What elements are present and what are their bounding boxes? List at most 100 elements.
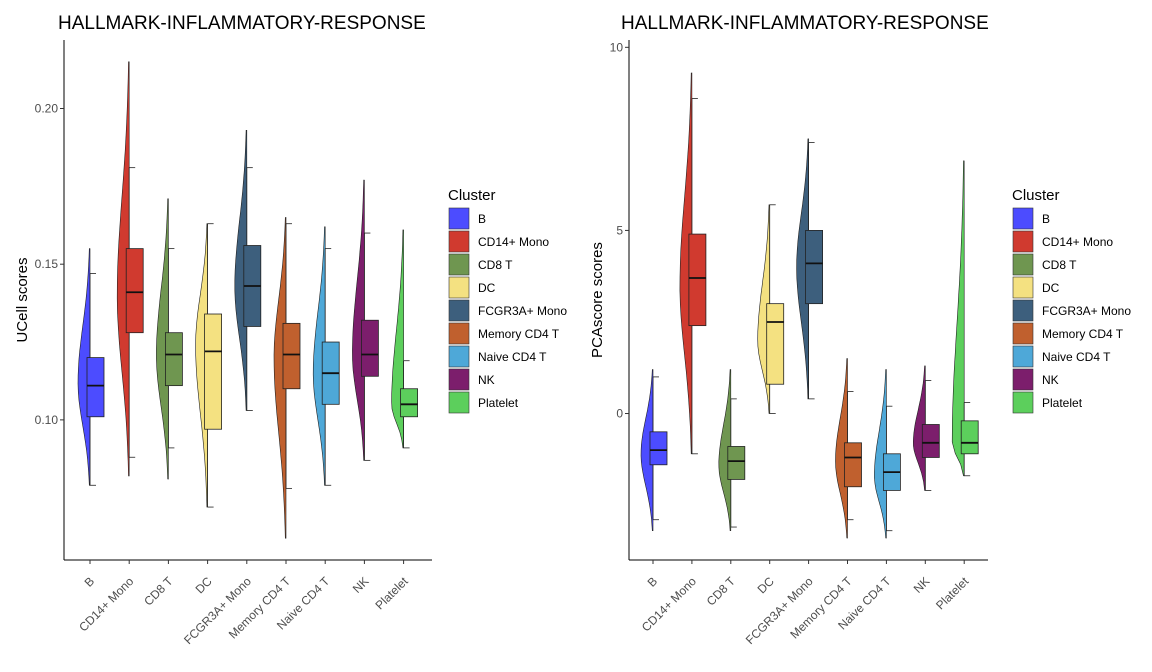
legend-label-dc: DC xyxy=(1042,281,1060,295)
box xyxy=(649,431,668,466)
legend-swatch-nk xyxy=(448,368,470,391)
x-tick-label: B xyxy=(82,574,98,590)
y-tick-label: 0.15 xyxy=(35,257,59,271)
legend-swatch-naive-cd4-t xyxy=(448,345,470,368)
group-fcgr3a-mono xyxy=(796,138,823,400)
group-cd14-mono xyxy=(679,72,707,455)
box xyxy=(727,446,746,480)
box xyxy=(400,388,419,418)
legend-swatch-dc xyxy=(448,276,470,299)
violin xyxy=(640,369,654,532)
legend-swatch-platelet xyxy=(448,391,470,414)
legend-swatch-naive-cd4-t xyxy=(1012,345,1034,368)
x-tick-label: Platelet xyxy=(933,574,972,613)
legend-label-cd14-mono: CD14+ Mono xyxy=(478,235,549,249)
violin xyxy=(796,138,809,400)
legend-label-b: B xyxy=(1042,212,1050,226)
box xyxy=(125,248,144,334)
legend-label-memory-cd4-t: Memory CD4 T xyxy=(1042,327,1124,341)
y-axis-label: PCAscore scores xyxy=(589,242,606,358)
x-tick-label: DC xyxy=(193,574,215,596)
x-tick-label: NK xyxy=(911,574,933,596)
legend-label-platelet: Platelet xyxy=(1042,396,1083,410)
box xyxy=(766,303,785,385)
legend-label-platelet: Platelet xyxy=(478,396,519,410)
x-tick-label: FCGR3A+ Mono xyxy=(181,574,254,647)
violin xyxy=(273,217,287,539)
legend-label-nk: NK xyxy=(478,373,495,387)
legend-label-cd8-t: CD8 T xyxy=(478,258,513,272)
x-tick-label: CD8 T xyxy=(141,574,176,609)
y-axis-label: UCell scores xyxy=(14,257,31,342)
legend-swatch-memory-cd4-t xyxy=(448,322,470,345)
legend-label-b: B xyxy=(478,212,486,226)
pcascore-panel: HALLMARK-INFLAMMATORY-RESPONSE PCAscore … xyxy=(589,13,1131,647)
x-tick-label: NK xyxy=(350,574,372,596)
box xyxy=(360,319,379,377)
legend-label-dc: DC xyxy=(478,281,496,295)
legend-swatch-memory-cd4-t xyxy=(1012,322,1034,345)
box xyxy=(921,424,940,458)
chart-title: HALLMARK-INFLAMMATORY-RESPONSE xyxy=(58,13,426,34)
legend: Cluster B CD14+ Mono CD8 T DC FCGR3A+ Mono Mem… xyxy=(448,187,567,414)
group-cd8-t xyxy=(718,369,746,532)
y-tick-label: 0.10 xyxy=(35,413,59,427)
box xyxy=(164,332,183,387)
violin xyxy=(312,226,326,486)
group-dc xyxy=(195,223,223,508)
legend-label-cd8-t: CD8 T xyxy=(1042,258,1077,272)
group-dc xyxy=(757,204,785,414)
legend-label-nk: NK xyxy=(1042,373,1059,387)
group-cd14-mono xyxy=(116,61,144,477)
box xyxy=(960,420,979,455)
violin xyxy=(679,72,693,455)
box xyxy=(204,313,223,430)
legend-swatch-nk xyxy=(1012,368,1034,391)
group-b xyxy=(640,369,668,532)
x-tick-label: CD8 T xyxy=(704,574,739,609)
group-cd8-t xyxy=(156,198,183,480)
legend-swatch-dc xyxy=(1012,276,1034,299)
legend-title: Cluster xyxy=(448,187,496,204)
violin xyxy=(718,369,732,532)
group-memory-cd4-t xyxy=(273,217,301,539)
y-tick-label: 0.20 xyxy=(35,102,59,116)
violin xyxy=(234,129,248,411)
legend-label-naive-cd4-t: Naive CD4 T xyxy=(1042,350,1111,364)
group-naive-cd4-t xyxy=(312,226,340,486)
legend-swatch-cd14-mono xyxy=(448,230,470,253)
legend-swatch-cd14-mono xyxy=(1012,230,1034,253)
y-tick-label: 10 xyxy=(610,40,624,54)
group-platelet xyxy=(391,229,419,449)
chart-title: HALLMARK-INFLAMMATORY-RESPONSE xyxy=(621,13,989,34)
legend-label-naive-cd4-t: Naive CD4 T xyxy=(478,350,547,364)
legend-swatch-platelet xyxy=(1012,391,1034,414)
violin xyxy=(912,365,926,491)
box xyxy=(805,230,823,305)
x-tick-label: B xyxy=(645,574,661,590)
legend-swatch-b xyxy=(448,207,470,230)
legend-label-memory-cd4-t: Memory CD4 T xyxy=(478,327,560,341)
legend-title: Cluster xyxy=(1012,187,1060,204)
group-platelet xyxy=(951,160,979,477)
box xyxy=(688,233,707,327)
violin xyxy=(835,358,848,539)
group-fcgr3a-mono xyxy=(234,129,262,411)
x-tick-label: Platelet xyxy=(373,574,412,613)
legend-swatch-fcgr3a-mono xyxy=(1012,299,1034,322)
y-tick-label: 0 xyxy=(616,407,623,421)
ucell-panel: HALLMARK-INFLAMMATORY-RESPONSE UCell sco… xyxy=(14,13,567,647)
group-nk xyxy=(912,365,940,491)
box xyxy=(282,322,301,390)
x-tick-label: FCGR3A+ Mono xyxy=(743,574,816,647)
violin xyxy=(874,369,887,539)
violin xyxy=(195,223,208,508)
box xyxy=(86,357,105,418)
group-memory-cd4-t xyxy=(835,358,862,539)
box xyxy=(844,442,862,488)
group-nk xyxy=(352,179,379,461)
legend: Cluster B CD14+ Mono CD8 T DC FCGR3A+ Mono Mem… xyxy=(1012,187,1131,414)
